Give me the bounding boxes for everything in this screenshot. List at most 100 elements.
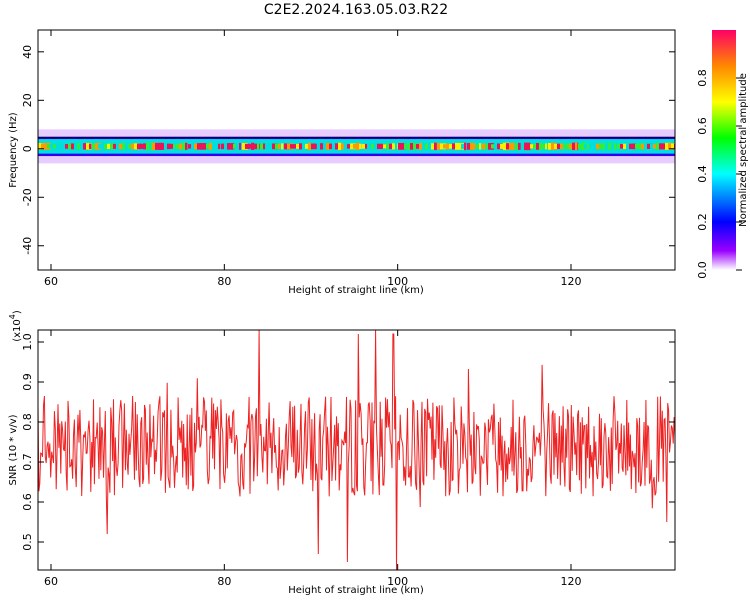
- band-core-cell: [143, 143, 149, 150]
- band-core-cell: [152, 142, 156, 151]
- heatmap-panel: 60 80 100 120 -40 -20 0 20 40 Height of straight…: [8, 29, 676, 296]
- band-core-cell: [173, 143, 176, 149]
- band-core-cell: [536, 142, 540, 150]
- band-core-cell: [71, 143, 74, 150]
- band-core-cell: [239, 142, 242, 150]
- band-core-cell: [404, 143, 407, 150]
- band-core-cell: [371, 143, 374, 149]
- band-core-cell: [410, 143, 414, 150]
- band-core-cell: [509, 142, 513, 150]
- band-core-cell: [110, 143, 115, 150]
- band-core-cell: [209, 142, 212, 150]
- band-core-cell: [587, 143, 590, 150]
- band-core-cell: [278, 143, 281, 149]
- band-core-cell: [497, 143, 503, 150]
- band-core-cell: [488, 143, 494, 150]
- y-tick-label: 0.9: [21, 373, 34, 391]
- band-core-cell: [272, 143, 278, 150]
- snr-ticks: 60 80 100 120 0.5 0.6 0.7 0.8 0.9 1.0: [21, 330, 675, 588]
- snr-y-axis-label: SNR (10 * v/v): [8, 414, 19, 485]
- band-core-cell: [422, 142, 428, 150]
- band-core-cell: [569, 143, 573, 150]
- band-core-cell: [554, 143, 560, 149]
- band-core-cell: [83, 143, 87, 150]
- band-core-cell: [140, 143, 144, 149]
- band-core-cell: [62, 143, 67, 150]
- band-core-cell: [137, 143, 142, 150]
- band-core-cell: [185, 142, 188, 150]
- band-core-cell: [620, 144, 624, 149]
- band-core-cell: [398, 142, 404, 150]
- band-core-cell: [221, 143, 226, 150]
- band-core-cell: [299, 143, 303, 150]
- band-core-cell: [275, 143, 279, 150]
- band-core-cell: [566, 143, 571, 150]
- y-tick-label: 0.6: [21, 493, 34, 511]
- colorbar-tick-label: 0.2: [696, 213, 709, 231]
- band-core-cell: [341, 143, 344, 150]
- y-tick-label: 40: [21, 45, 34, 59]
- band-core-cell: [356, 142, 361, 150]
- band-core-cell: [65, 144, 71, 149]
- band-core-cell: [419, 143, 423, 150]
- band-core-cell: [125, 143, 129, 150]
- band-core-cell: [521, 143, 525, 150]
- colorbar-tick-label: 0.6: [696, 117, 709, 135]
- band-core-cell: [545, 143, 548, 150]
- band-core-cell: [485, 144, 489, 149]
- band-core-cell: [581, 142, 587, 151]
- band-core-cell: [560, 143, 563, 150]
- snr-scale-exponent: 4: [8, 314, 17, 319]
- band-core-cell: [593, 142, 596, 150]
- band-core-cell: [401, 143, 406, 150]
- snr-panel: 60 80 100 120 0.5 0.6 0.7 0.8 0.9 1.0 Height of s…: [8, 310, 676, 596]
- band-core-cell: [251, 142, 255, 150]
- x-tick-label: 100: [387, 275, 408, 288]
- band-core-cell: [386, 143, 390, 150]
- band-core-cell: [626, 143, 630, 149]
- band-core-cell: [395, 142, 398, 151]
- band-core-cell: [575, 142, 578, 151]
- band-core-cell: [548, 143, 552, 150]
- band-core-cell: [326, 142, 331, 150]
- band-core-cell: [89, 143, 92, 150]
- band-core-cell: [563, 143, 566, 150]
- colorbar: 0.0 0.2 0.4 0.6 0.8 Normalized spectral ampl…: [696, 30, 749, 279]
- band-core-cell: [308, 142, 311, 151]
- band-core-cell: [134, 143, 140, 150]
- band-core-cell: [533, 144, 537, 149]
- band-core-cell: [431, 143, 437, 150]
- colorbar-ticks: 0.0 0.2 0.4 0.6 0.8: [696, 69, 742, 279]
- band-core-cell: [665, 142, 671, 150]
- band-core-cell: [164, 143, 168, 150]
- band-core-cell: [383, 144, 388, 149]
- x-tick-label: 120: [561, 575, 582, 588]
- x-tick-label: 120: [561, 275, 582, 288]
- band-core-cell: [56, 143, 61, 150]
- band-core-cell: [296, 143, 301, 149]
- band-core-cell: [236, 144, 241, 149]
- y-tick-label: 0.8: [21, 413, 34, 431]
- colorbar-tick-label: 0.8: [696, 69, 709, 87]
- band-core-cell: [248, 144, 253, 149]
- band-core-cell: [440, 143, 446, 150]
- y-tick-label: -20: [21, 188, 34, 206]
- colorbar-gradient: [712, 30, 736, 270]
- svg-text:(x104): (x104): [8, 310, 23, 342]
- band-core-cell: [191, 142, 197, 150]
- band-core-cell: [362, 144, 368, 149]
- band-core-cell: [557, 143, 562, 150]
- band-core-cell: [182, 142, 187, 151]
- band-core-cell: [437, 142, 442, 150]
- band-core-cell: [245, 143, 250, 149]
- band-core-cell: [476, 144, 479, 149]
- band-core-cell: [659, 143, 664, 150]
- band-core-cell: [632, 143, 636, 150]
- snr-series-line: [38, 330, 675, 570]
- band-core-cell: [425, 143, 431, 150]
- band-core-cell: [101, 142, 107, 150]
- band-core-cell: [77, 143, 80, 150]
- band-core-cell: [215, 143, 218, 150]
- band-core-cell: [80, 143, 86, 150]
- band-core-cell: [263, 143, 266, 150]
